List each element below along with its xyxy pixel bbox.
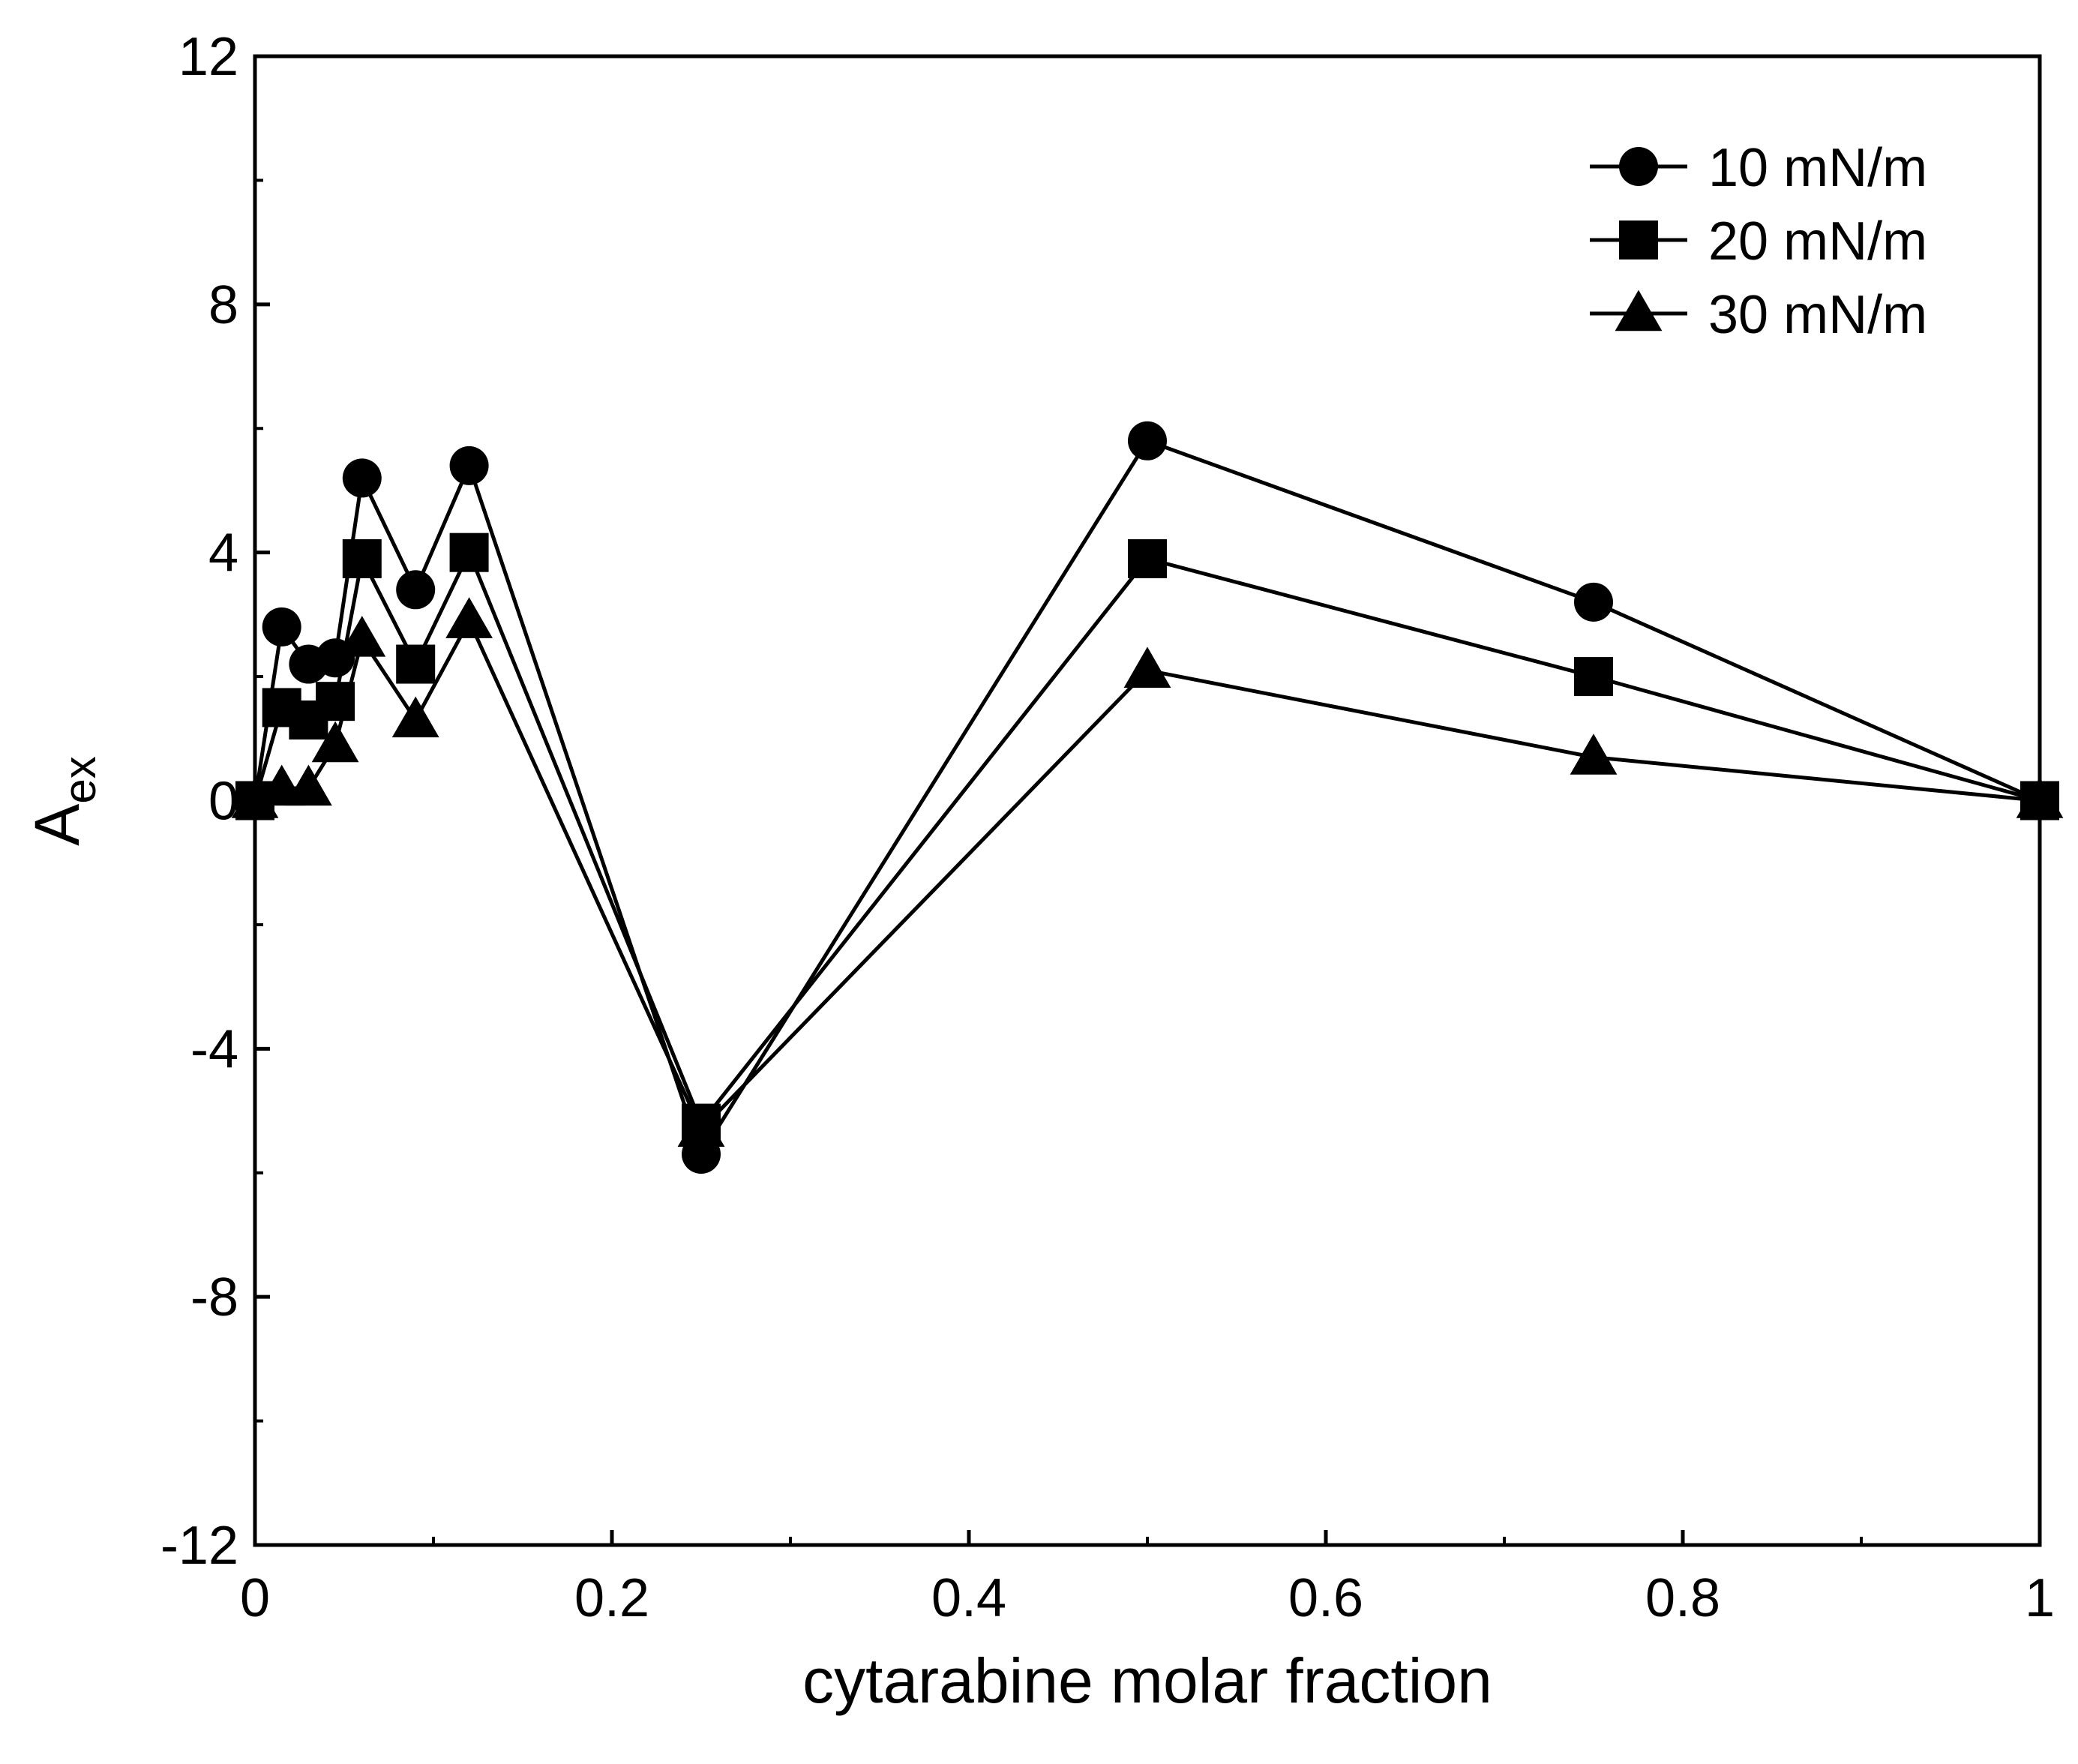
y-tick-label: 4 (208, 524, 238, 584)
legend-entry: 30 mN/m (1590, 285, 1927, 345)
y-tick-label: -12 (160, 1516, 238, 1576)
data-point-circle (262, 607, 301, 646)
legend-marker-circle (1619, 147, 1658, 186)
data-point-triangle (445, 597, 493, 638)
y-tick-label: 12 (178, 27, 238, 87)
data-point-circle (1128, 421, 1167, 460)
y-tick-label: 0 (208, 772, 238, 832)
data-point-triangle (338, 616, 386, 657)
x-axis-ticks: 0 0.2 0.4 0.6 0.8 1 (240, 1530, 2055, 1628)
legend-entry: 10 mN/m (1590, 138, 1927, 198)
data-point-triangle (311, 721, 359, 763)
data-point-triangle (1123, 646, 1171, 688)
legend-marker-square (1619, 220, 1658, 260)
series-line (253, 616, 2041, 1133)
x-tick-label: 1 (2025, 1568, 2055, 1628)
data-point-square (1574, 657, 1613, 697)
data-point-square (342, 538, 382, 578)
data-point-triangle (391, 696, 439, 738)
plot-frame (253, 54, 2042, 1547)
data-point-circle (1574, 582, 1613, 622)
y-tick-label: -8 (190, 1268, 238, 1328)
data-point-triangle (285, 764, 332, 806)
legend: 10 mN/m 20 mN/m 30 mN/m (1590, 138, 1927, 345)
data-point-triangle (677, 1106, 725, 1148)
y-axis-title-main: A (22, 804, 92, 846)
data-point-square (1128, 538, 1167, 578)
y-axis-title-sub: ex (55, 756, 105, 803)
data-point-circle (449, 446, 489, 485)
legend-label: 10 mN/m (1708, 138, 1927, 198)
series-layer (231, 421, 2064, 1174)
y-tick-label: 8 (208, 275, 238, 335)
x-tick-label: 0 (240, 1568, 270, 1628)
x-tick-label: 0.6 (1288, 1568, 1363, 1628)
legend-entry: 20 mN/m (1590, 212, 1927, 272)
data-point-circle (342, 458, 382, 498)
y-tick-label: -4 (190, 1019, 238, 1079)
legend-marker-triangle (1615, 290, 1663, 332)
data-point-circle (396, 570, 436, 610)
svg-text:Aex: Aex (22, 756, 105, 845)
data-point-triangle (2016, 777, 2064, 818)
data-point-square (449, 532, 489, 572)
legend-label: 20 mN/m (1708, 212, 1927, 272)
series-3 (231, 597, 2064, 1148)
data-point-triangle (231, 777, 279, 818)
data-point-triangle (1570, 734, 1618, 775)
y-axis-title: Aex (22, 756, 105, 845)
data-point-square (396, 644, 436, 684)
series-1 (235, 421, 2059, 1174)
y-axis-ticks: -12 -8 -4 0 4 8 12 (160, 27, 270, 1576)
legend-label: 30 mN/m (1708, 285, 1927, 345)
x-axis-title: cytarabine molar fraction (802, 1646, 1492, 1716)
x-tick-label: 0.2 (574, 1568, 649, 1628)
series-line (253, 548, 2041, 1127)
x-tick-label: 0.4 (931, 1568, 1006, 1628)
x-tick-label: 0.8 (1645, 1568, 1720, 1628)
series-2 (235, 532, 2059, 1143)
